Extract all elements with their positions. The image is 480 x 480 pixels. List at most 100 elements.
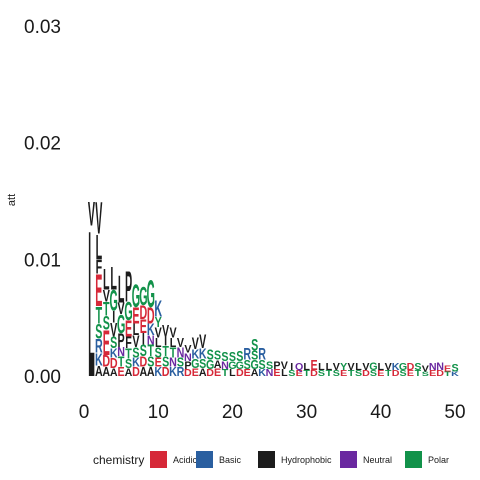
logo-letter-N: N [177,344,185,361]
logo-letter-E: E [273,368,280,378]
logo-letter-D: D [236,368,244,378]
logo-letter-D: D [132,364,140,379]
logo-letter-L: L [355,363,362,373]
logo-letter-E: E [103,322,110,363]
logo-letter-I: I [142,330,145,348]
x-tick-label: 50 [444,402,465,423]
logo-letter-S: S [162,353,170,370]
x-tick-label: 0 [79,402,90,423]
logo-letter-L: L [103,263,110,296]
logo-letter-S: S [147,353,155,370]
logo-letter-E: E [310,356,318,373]
logo-letter-F: F [125,334,132,352]
logo-letter-S: S [333,369,340,378]
logo-letter-N: N [436,361,444,373]
logo-letter-A: A [102,364,110,379]
logo-letter-T: T [385,369,392,378]
logo-letter-E: E [429,369,436,378]
logo-letter-K: K [169,364,177,379]
logo-letter-P: P [125,261,132,310]
logo-letter-I: I [164,334,167,349]
logo-letter-E: E [132,303,139,329]
logo-letter-S: S [244,357,251,372]
logo-letter-V: V [348,363,355,373]
legend-swatch-neutral [340,451,357,468]
logo-letter-L: L [118,268,125,312]
logo-letter-E: E [95,265,102,316]
legend-label-acidic: Acidic [173,455,198,465]
logo-letter-E: E [140,317,147,338]
logo-letter-T: T [96,301,103,328]
logo-letter-E: E [407,369,414,378]
logo-letter-D: D [392,369,400,378]
logo-letter-D: D [139,303,147,324]
logo-letter-L: L [318,363,325,373]
logo-letter-T: T [118,353,125,370]
logo-letter-D: D [436,369,444,378]
logo-letter-T: T [222,368,229,378]
logo-letter-T: T [162,342,169,359]
logo-letter-L: L [170,335,177,350]
logo-letter-T: T [348,369,355,378]
legend-label-polar: Polar [428,455,449,465]
logo-letter-V: V [422,365,430,374]
logo-letter-G: G [147,273,155,317]
x-axis-ticks: 0 10 20 30 40 50 [79,402,466,423]
logo-letter-T: T [148,342,155,360]
logo-letter-V: V [184,343,192,355]
logo-letter-D: D [184,368,192,378]
logo-letter-S: S [355,369,362,378]
logo-letter-T: T [326,369,333,378]
logo-letter-P: P [273,360,280,372]
logo-letter-S: S [399,369,406,378]
logo-letter-T: T [103,299,110,320]
logo-letter-L: L [378,363,385,373]
logo-letter-G: G [228,360,236,372]
y-tick-label: 0.02 [24,134,61,155]
logo-letter-L: L [229,368,236,378]
logo-letter-E: E [118,364,125,379]
logo-letter-D: D [147,303,155,329]
x-tick-label: 20 [222,402,243,423]
logo-letter-L: L [303,363,310,373]
logo-letter-V: V [177,335,184,350]
logo-letter-D: D [162,364,170,379]
logo-letter-K: K [154,364,162,379]
logo-letter-S: S [229,349,236,364]
logo-letter-A: A [125,367,133,379]
logo-letter-S: S [155,344,163,361]
logo-letter-V: V [132,333,140,351]
logo-letter-S: S [266,360,273,372]
logo-letter-D: D [362,369,370,378]
logo-letter-G: G [110,284,118,317]
x-tick-label: 10 [148,402,169,423]
logo-letter-A: A [214,359,222,371]
logo-letter-L: L [133,321,140,339]
logo-letter-F: F [96,257,103,278]
logo-letter-G: G [117,311,125,340]
logo-letter-S: S [207,346,215,363]
logo-letter-S: S [259,357,266,372]
legend-swatch-acidic [150,451,167,468]
logo-letter-S: S [236,347,244,364]
logo-letter-K: K [95,351,103,370]
logo-letter-E: E [155,355,162,370]
logo-letter-V: V [118,300,126,318]
legend-swatch-hydrophobic [258,451,275,468]
logo-letter-S: S [110,334,117,352]
logo-letter-N: N [266,368,274,378]
logo-letter-R: R [177,364,185,379]
logo-letter-K: K [191,346,199,361]
logo-letter-V: V [162,322,170,340]
logo-letter-S: S [451,362,458,374]
logo-letter-G: G [132,279,140,315]
logo-letter-A: A [147,364,155,379]
logo-letter-Y: Y [155,313,163,330]
y-axis-ticks: 0.00 0.01 0.02 0.03 [24,17,61,388]
logo-letter-V: V [88,196,95,234]
logo-letter-G: G [139,283,147,312]
logo-letter-S: S [288,369,295,378]
logo-letter-T: T [125,345,132,362]
logo-letter-Q: Q [295,363,303,373]
logo-letter-A: A [251,368,259,378]
